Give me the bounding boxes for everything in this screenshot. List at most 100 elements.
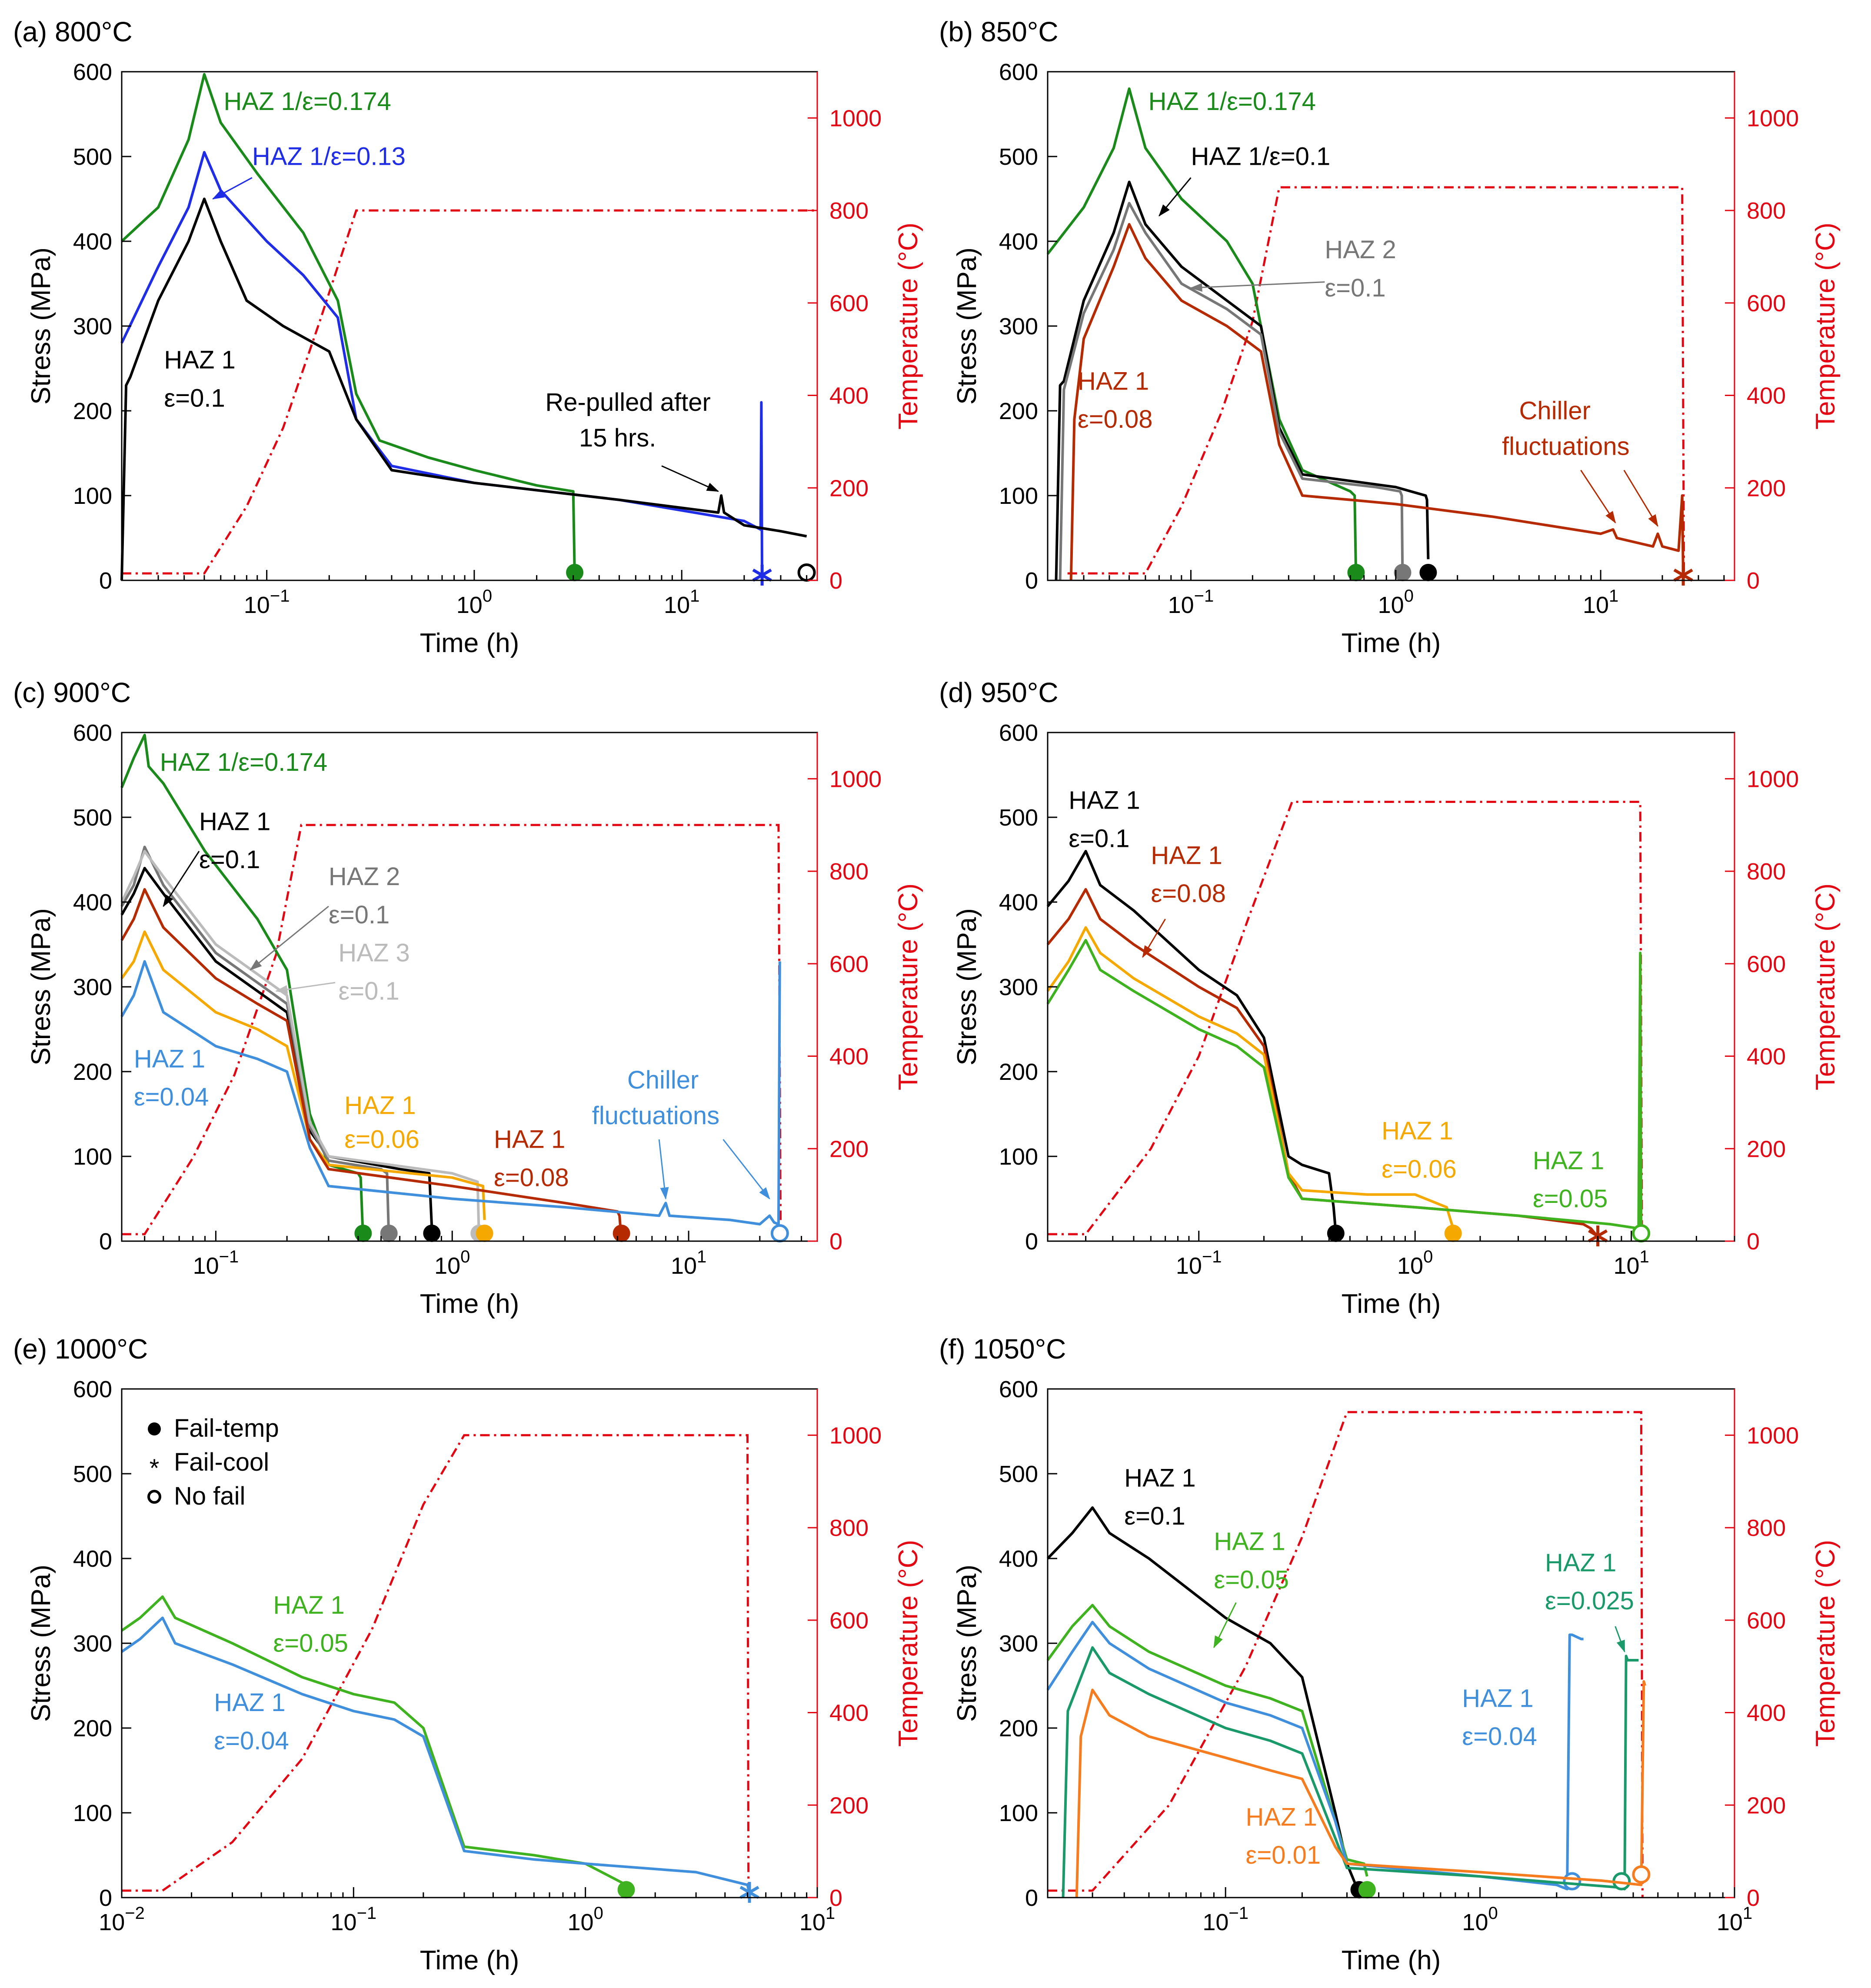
y-tick-label: 200	[999, 398, 1038, 424]
y-tick-label: 600	[999, 59, 1038, 85]
x-tick-label: 100	[434, 1247, 470, 1279]
x-tick-exponent: −1	[357, 1904, 377, 1923]
fail-temp-marker	[423, 1225, 441, 1242]
y-tick-label: 500	[999, 805, 1038, 831]
y2-tick-label: 200	[1747, 1136, 1786, 1162]
y-tick-label: 400	[73, 1546, 112, 1572]
annotation-label: HAZ 1	[494, 1126, 565, 1154]
y-tick-label: 100	[999, 1800, 1038, 1826]
y2-tick-label: 200	[829, 1792, 869, 1818]
x-tick-base: 10	[99, 1909, 125, 1935]
y-tick-label: 300	[999, 1631, 1038, 1657]
y-tick-label: 500	[73, 144, 112, 170]
y-axis-label: Stress (MPa)	[952, 908, 982, 1066]
y2-tick-label: 200	[1747, 475, 1786, 501]
annotation-label: HAZ 1	[1533, 1146, 1604, 1175]
fail-cool-marker	[1673, 565, 1693, 586]
y-axis-label: Stress (MPa)	[26, 247, 56, 405]
fail-temp-marker	[354, 1225, 372, 1242]
panel-a: (a) 800°C0100200300400500600020040060080…	[13, 16, 923, 658]
annotation-label: Chiller	[627, 1066, 699, 1094]
y-tick-label: 500	[73, 1461, 112, 1487]
x-tick-exponent: 0	[1404, 586, 1414, 606]
x-tick-base: 10	[568, 1909, 594, 1935]
annotation-label: HAZ 2	[1325, 236, 1396, 264]
annotation-label: fluctuations	[1502, 432, 1629, 460]
x-tick-base: 10	[1462, 1909, 1488, 1935]
y2-tick-label: 0	[829, 1885, 842, 1911]
y2-tick-label: 600	[1747, 1608, 1786, 1634]
annotation-label: HAZ 1	[1078, 367, 1149, 395]
y-tick-label: 300	[999, 974, 1038, 1000]
x-tick-base: 10	[1717, 1909, 1743, 1935]
y-tick-label: 100	[73, 483, 112, 509]
legend-fail-temp-icon	[148, 1422, 161, 1435]
temperature-line	[122, 1434, 750, 1898]
x-tick-base: 10	[193, 1253, 219, 1279]
y2-tick-label: 1000	[829, 766, 882, 792]
no-fail-marker	[1632, 1224, 1651, 1242]
y-tick-label: 500	[999, 144, 1038, 170]
annotation-label: ε=0.05	[1533, 1185, 1608, 1213]
x-axis-label: Time (h)	[1342, 1289, 1441, 1319]
series-line	[1075, 1680, 1646, 1898]
legend: Fail-temp * Fail-cool No fail	[147, 1414, 279, 1510]
series-line	[1055, 180, 1430, 581]
x-tick-label: 101	[664, 586, 699, 618]
legend-fail-cool-icon: *	[150, 1454, 160, 1482]
y2-tick-label: 800	[1747, 1515, 1786, 1541]
x-tick-label: 10−1	[193, 1247, 239, 1279]
y-tick-label: 600	[73, 1376, 112, 1402]
y2-tick-label: 800	[829, 198, 869, 224]
y-tick-label: 0	[1025, 1229, 1038, 1255]
x-tick-label: 10−1	[1168, 586, 1214, 618]
x-tick-exponent: 0	[1488, 1904, 1498, 1923]
x-tick-label: 101	[1583, 586, 1618, 618]
x-tick-exponent: 0	[1423, 1247, 1433, 1266]
x-tick-exponent: 1	[697, 1247, 706, 1266]
y2-axis-label: Temperature (°C)	[893, 223, 923, 430]
legend-label: Fail-cool	[174, 1448, 269, 1476]
annotation-label: HAZ 1/ε=0.174	[1149, 87, 1316, 116]
y-tick-label: 600	[999, 720, 1038, 746]
x-tick-exponent: 1	[690, 586, 699, 606]
series-line	[1046, 926, 1455, 1229]
x-tick-label: 100	[1378, 586, 1414, 618]
x-tick-base: 10	[434, 1253, 460, 1279]
no-fail-marker	[1632, 1865, 1651, 1884]
y-axis-label: Stress (MPa)	[952, 1565, 982, 1722]
y-tick-label: 0	[99, 568, 112, 594]
x-tick-exponent: 0	[483, 586, 492, 606]
x-axis-label: Time (h)	[1342, 628, 1441, 658]
annotation-label: HAZ 1	[134, 1045, 205, 1073]
panel-title: (b) 850°C	[939, 16, 1059, 47]
series-line	[1046, 1621, 1584, 1891]
y-tick-label: 200	[73, 1715, 112, 1742]
x-tick-exponent: −1	[1194, 586, 1214, 606]
y2-tick-label: 0	[829, 1229, 842, 1255]
y2-tick-label: 600	[829, 951, 869, 977]
panel-c: (c) 900°C0100200300400500600020040060080…	[13, 677, 923, 1319]
y2-tick-label: 0	[1747, 1229, 1760, 1255]
y-tick-label: 600	[73, 59, 112, 85]
annotation-label: ε=0.06	[1382, 1155, 1457, 1183]
y-tick-label: 0	[1025, 568, 1038, 594]
x-tick-label: 101	[671, 1247, 706, 1279]
series-line	[1046, 939, 1643, 1230]
y2-tick-label: 800	[1747, 859, 1786, 885]
y2-tick-label: 800	[829, 859, 869, 885]
annotation-label: HAZ 1/ε=0.174	[224, 87, 391, 116]
x-tick-base: 10	[799, 1909, 826, 1935]
fail-cool-stroke	[752, 568, 772, 582]
series-line	[121, 1616, 751, 1894]
y2-tick-label: 1000	[829, 1422, 882, 1449]
y2-tick-label: 1000	[1747, 1422, 1799, 1449]
annotation-label: HAZ 1	[1462, 1684, 1533, 1712]
y2-tick-label: 400	[1747, 1700, 1786, 1726]
x-tick-exponent: 0	[460, 1247, 470, 1266]
y2-axis-label: Temperature (°C)	[893, 1540, 923, 1747]
y2-tick-label: 200	[829, 1136, 869, 1162]
panel-e: (e) 1000°C010020030040050060002004006008…	[13, 1333, 923, 1975]
annotation-label: ε=0.025	[1545, 1587, 1634, 1615]
series-line	[1046, 1604, 1368, 1877]
